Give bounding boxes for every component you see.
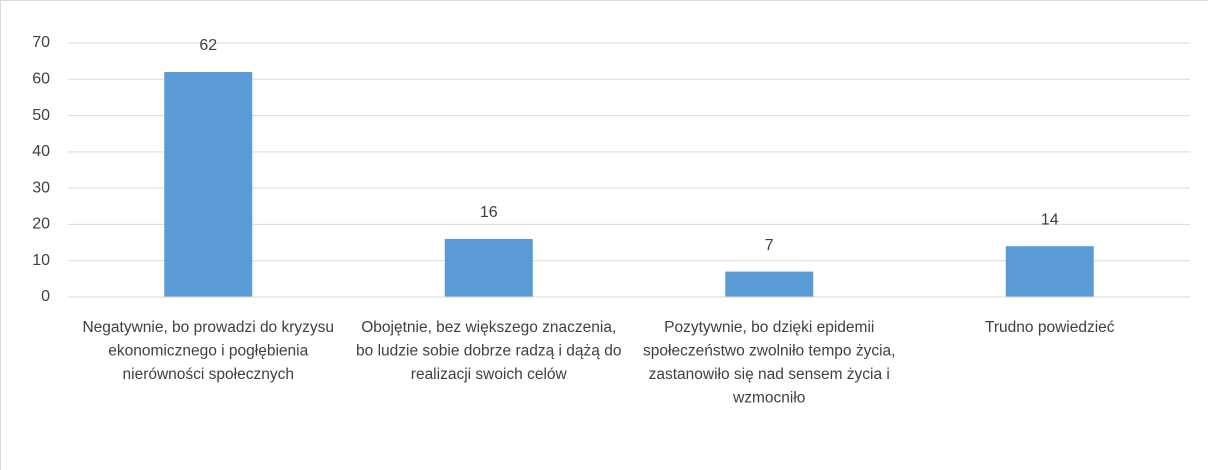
y-tick-label: 40 bbox=[32, 143, 50, 160]
bar bbox=[164, 72, 253, 298]
y-tick-label: 50 bbox=[32, 107, 50, 124]
bar bbox=[444, 238, 533, 297]
data-label: 7 bbox=[765, 237, 774, 254]
y-tick-label: 0 bbox=[41, 288, 50, 305]
y-tick-label: 60 bbox=[32, 71, 50, 88]
data-label: 14 bbox=[1041, 211, 1059, 228]
x-tick-label: Negatywnie, bo prowadzi do kryzysu ekonom… bbox=[82, 319, 334, 383]
data-label: 16 bbox=[480, 204, 498, 221]
data-label: 62 bbox=[199, 37, 217, 54]
y-tick-label: 30 bbox=[32, 179, 50, 196]
y-tick-label: 20 bbox=[32, 216, 50, 233]
bar bbox=[1005, 246, 1094, 297]
x-tick-label: Obojętnie, bez większego znaczenia, bo lu… bbox=[356, 319, 621, 383]
x-tick-label: Trudno powiedzieć bbox=[985, 319, 1115, 336]
x-tick-label: Pozytywnie, bo dzięki epidemii społeczeńs… bbox=[643, 319, 895, 407]
y-tick-label: 70 bbox=[32, 34, 50, 51]
bar bbox=[725, 271, 814, 297]
y-tick-label: 10 bbox=[32, 252, 50, 269]
